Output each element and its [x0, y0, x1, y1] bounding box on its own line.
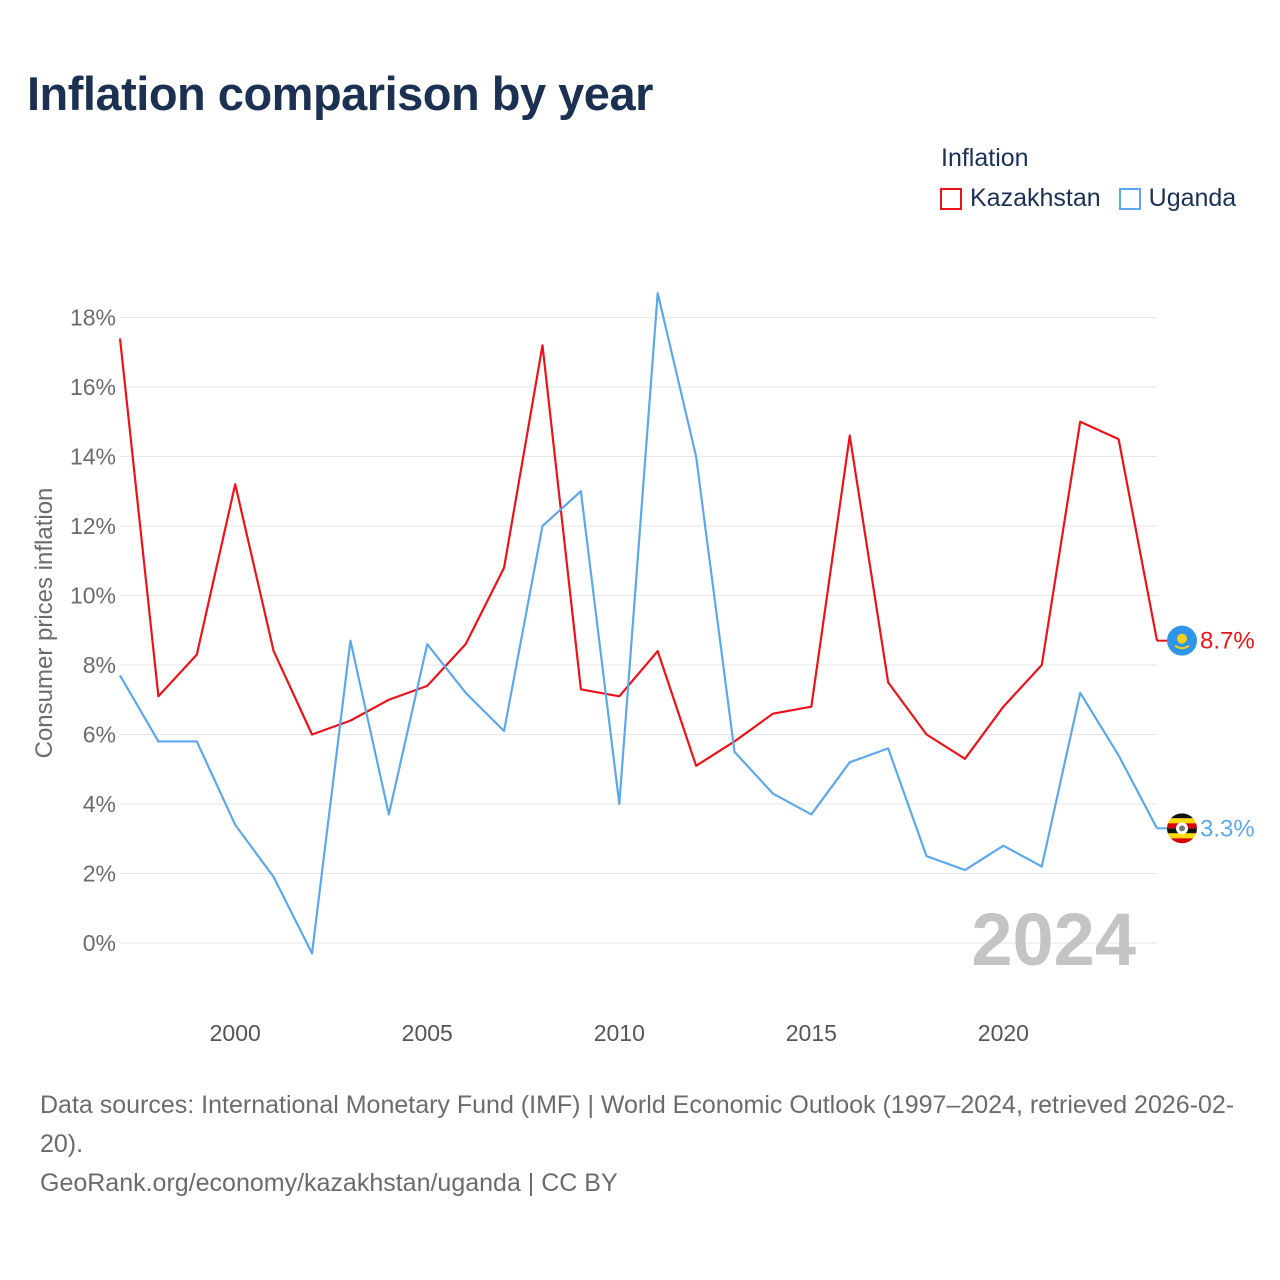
x-tick-label: 2005	[402, 1020, 453, 1046]
gridlines	[120, 317, 1157, 944]
y-tick-label: 0%	[83, 930, 116, 956]
series-line-kazakhstan	[118, 338, 1159, 767]
flag-crane-icon	[1179, 825, 1185, 832]
end-value-label-kazakhstan: 8.7%	[1200, 628, 1255, 655]
legend-item-uganda[interactable]: Uganda	[1118, 184, 1237, 213]
legend-item-kazakhstan[interactable]: Kazakhstan	[940, 184, 1101, 213]
y-tick-label: 12%	[70, 513, 116, 539]
series-end-markers: 8.7% 3.3%	[1157, 625, 1255, 844]
y-tick-label: 10%	[70, 583, 116, 609]
legend-swatch-kazakhstan	[940, 187, 962, 210]
y-tick-label: 8%	[83, 652, 116, 678]
uganda-flag-icon	[1167, 813, 1197, 844]
x-tick-label: 2020	[978, 1020, 1029, 1046]
series-line-uganda	[119, 292, 1158, 955]
x-tick-label: 2000	[210, 1020, 261, 1046]
end-value-label-uganda: 3.3%	[1200, 815, 1255, 842]
legend-label-kazakhstan: Kazakhstan	[970, 184, 1101, 212]
current-year-label: 2024	[971, 898, 1136, 981]
y-axis-ticks: 0% 2% 4% 6% 8% 10% 12% 14% 16% 18%	[70, 305, 116, 957]
flag-stripe	[1167, 818, 1197, 824]
y-tick-label: 4%	[83, 791, 116, 817]
flag-stripe	[1167, 833, 1197, 839]
y-tick-label: 2%	[83, 861, 116, 887]
source-link[interactable]: GeoRank.org/economy/kazakhstan/uganda | …	[40, 1169, 618, 1197]
legend: Kazakhstan Uganda	[940, 184, 1254, 213]
series-lines	[118, 292, 1159, 955]
flag-sun-icon	[1177, 633, 1187, 644]
line-chart: 0%2%4%6%8%10%12%14%16%18% 2000 2005 2010 20…	[31, 292, 1255, 1046]
legend-title: Inflation	[941, 144, 1029, 172]
y-tick-label: 16%	[70, 374, 116, 400]
data-sources-note: Data sources: International Monetary Fun…	[40, 1091, 1235, 1158]
flag-eagle-icon	[1174, 644, 1190, 650]
flag-stripe	[1167, 838, 1197, 844]
flag-stripe	[1167, 813, 1197, 819]
legend-label-uganda: Uganda	[1148, 184, 1237, 212]
legend-swatch-uganda	[1118, 187, 1141, 210]
y-axis-label: Consumer prices inflation	[31, 488, 58, 759]
x-tick-label: 2015	[786, 1020, 837, 1046]
x-axis-ticks: 2000 2005 2010 2015 2020	[210, 1020, 1029, 1046]
chart-title: Inflation comparison by year	[27, 67, 653, 120]
y-tick-label: 6%	[83, 722, 116, 748]
y-tick-label: 18%	[70, 305, 116, 331]
footer: Data sources: International Monetary Fun…	[40, 1086, 1250, 1203]
x-tick-label: 2010	[594, 1020, 645, 1046]
y-tick-label: 14%	[70, 444, 116, 470]
